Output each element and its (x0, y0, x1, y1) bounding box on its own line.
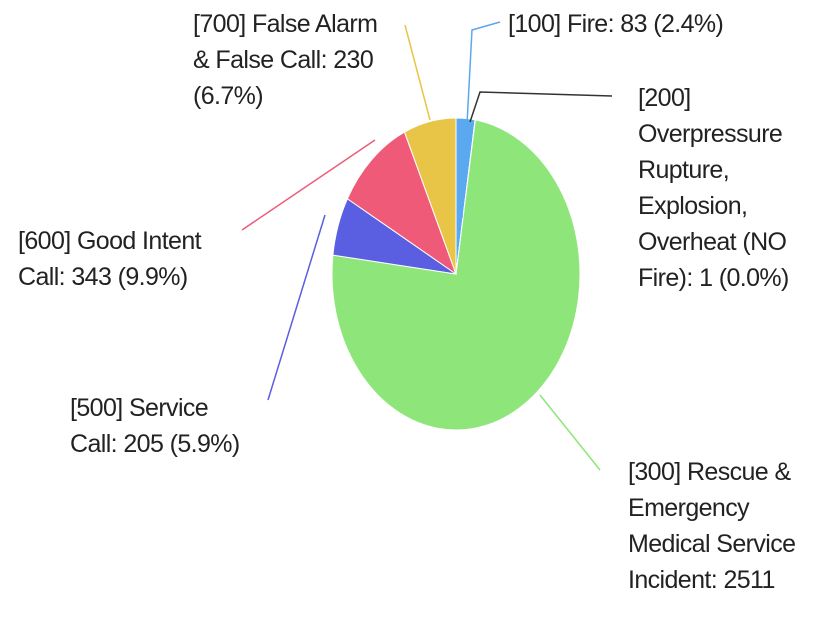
slice-label: [500] Service Call: 205 (5.9%) (70, 394, 240, 458)
leader-line (267, 214, 326, 401)
pie-slice (346, 131, 458, 276)
slice-label: [600] Good Intent Call: 343 (9.9%) (18, 227, 202, 291)
slice-label: [300] Rescue & Emergency Medical Service… (628, 458, 796, 594)
slice-label: [100] Fire: 83 (2.4%) (508, 10, 724, 38)
pie-slice (403, 117, 457, 275)
leader-line (469, 91, 613, 123)
slice-label: [200] Overpressure Rupture, Explosion, O… (638, 84, 789, 292)
slice-label: [700] False Alarm & False Call: 230 (6.7… (193, 10, 378, 110)
leader-line (539, 394, 601, 471)
pie-slice (331, 119, 581, 431)
leader-line (241, 139, 376, 231)
leader-line (461, 21, 501, 219)
leader-line (404, 24, 431, 121)
